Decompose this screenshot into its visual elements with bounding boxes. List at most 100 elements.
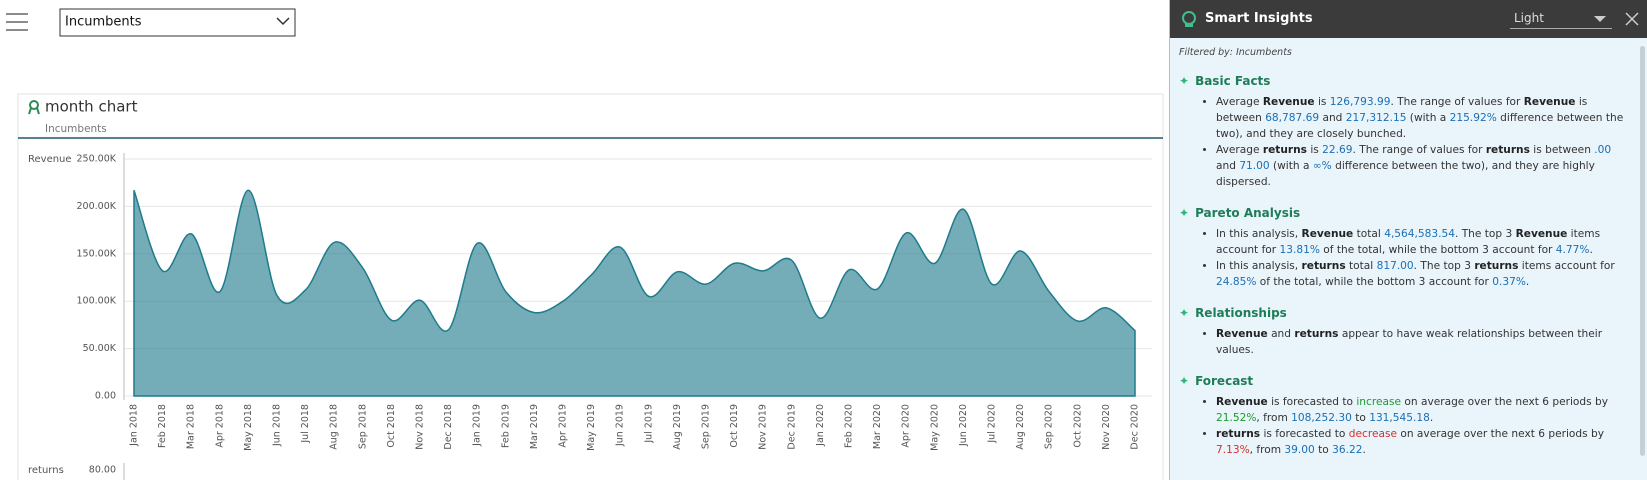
smart-insights-panel: Smart Insights Light Filtered by: Incumb…	[1169, 0, 1647, 480]
panel-icon	[1182, 11, 1196, 27]
dashboard: Incumbents month chart Incumbents Revenu…	[5, 8, 1164, 480]
text-run: 108,252.30	[1291, 412, 1352, 424]
text-run: returns	[1474, 260, 1519, 272]
x-tick-label: May 2019	[586, 404, 597, 451]
text-run: to	[1314, 444, 1333, 456]
text-run: difference between the two), and they ar…	[1216, 160, 1595, 188]
bullet-list: Average Revenue is 126,793.99. The range…	[1170, 94, 1647, 190]
text-run: decrease	[1348, 428, 1397, 440]
text-run: is between	[1216, 96, 1588, 124]
panel-title: Smart Insights	[1205, 11, 1313, 26]
text-run: difference between the two), and they ar…	[1216, 112, 1624, 140]
text-run: Average	[1216, 96, 1263, 108]
insight-bullet: In this analysis, returns total 817.00. …	[1216, 258, 1629, 290]
insight-bullet: Revenue and returns appear to have weak …	[1216, 326, 1629, 358]
section-heading: ✦ Relationships	[1179, 306, 1647, 320]
text-run: In this analysis,	[1216, 228, 1302, 240]
text-run: 0.37%	[1492, 276, 1526, 288]
menu-button[interactable]	[5, 10, 30, 34]
text-run: In this analysis,	[1216, 260, 1302, 272]
text-run: returns	[1294, 328, 1339, 340]
text-run: 68,787.69	[1265, 112, 1320, 124]
text-run: returns	[1485, 144, 1530, 156]
x-tick-label: Jan 2020	[815, 404, 826, 447]
x-tick-label: Oct 2020	[1072, 404, 1083, 448]
star-icon: ✦	[1179, 206, 1190, 220]
heading-text: Pareto Analysis	[1195, 206, 1301, 220]
x-tick-label: May 2018	[243, 404, 254, 451]
text-run: and	[1319, 112, 1346, 124]
text-run: Revenue	[1515, 228, 1568, 240]
scrollbar[interactable]	[1640, 46, 1645, 456]
x-tick-label: Aug 2019	[672, 404, 683, 450]
text-run: 24.85%	[1216, 276, 1257, 288]
text-run: .	[1429, 412, 1434, 424]
y-tick-label: 80.00	[89, 465, 116, 476]
x-tick-label: Mar 2020	[872, 404, 883, 449]
close-button[interactable]	[1625, 12, 1639, 26]
text-run: Revenue	[1216, 396, 1268, 408]
text-run: returns	[1301, 260, 1346, 272]
dropdown-arrow	[1594, 16, 1606, 22]
text-run: on average over the next 6 periods by	[1401, 396, 1608, 408]
y-tick-label: 50.00K	[83, 343, 117, 354]
text-run: , from	[1256, 412, 1292, 424]
text-run: 4.77%	[1555, 244, 1590, 256]
text-run: (with a	[1269, 160, 1313, 172]
text-run: Revenue	[1301, 228, 1354, 240]
x-tick-label: Feb 2019	[500, 404, 511, 448]
text-run: . The range of values for	[1390, 96, 1524, 108]
x-tick-label: Jan 2019	[472, 404, 483, 447]
text-run: 39.00	[1284, 444, 1315, 456]
text-run: , from	[1249, 444, 1285, 456]
text-run: 215.92%	[1449, 112, 1497, 124]
text-run: returns	[1262, 144, 1307, 156]
x-tick-label: Mar 2018	[186, 404, 197, 449]
chart-subtitle: Incumbents	[45, 123, 107, 135]
x-tick-label: Nov 2019	[758, 404, 769, 450]
text-run: and	[1267, 328, 1295, 340]
dropdown-value: Incumbents	[65, 15, 142, 30]
star-icon: ✦	[1179, 306, 1190, 320]
text-run: increase	[1356, 396, 1402, 408]
text-run: 217,312.15	[1345, 112, 1407, 124]
x-tick-label: Dec 2019	[786, 404, 797, 450]
y-tick-label: 200.00K	[77, 201, 117, 212]
text-run: items account for	[1518, 260, 1615, 272]
theme-dropdown[interactable]: Light	[1510, 9, 1612, 29]
text-run: .	[1362, 444, 1366, 456]
text-run: .	[1525, 276, 1530, 288]
bullet-list: In this analysis, Revenue total 4,564,58…	[1170, 226, 1647, 290]
text-run: 22.69	[1322, 144, 1353, 156]
panel-header: Smart Insights Light	[1170, 0, 1647, 38]
text-run: of the total, while the bottom 3 account…	[1256, 276, 1493, 288]
x-tick-label: Oct 2018	[386, 404, 397, 448]
text-run: Revenue	[1523, 96, 1576, 108]
insight-section: ✦ Relationships Revenue and returns appear…	[1170, 306, 1647, 358]
text-run: to	[1351, 412, 1370, 424]
x-tick-label: Nov 2018	[415, 404, 426, 450]
x-tick-label: Feb 2018	[157, 404, 168, 448]
y-tick-label: 0.00	[95, 391, 116, 402]
insight-bullet: returns is forecasted to decrease on ave…	[1216, 426, 1629, 458]
heading-text: Relationships	[1195, 306, 1287, 320]
filter-dropdown[interactable]: Incumbents	[59, 8, 296, 37]
y-tick-label: 150.00K	[77, 248, 117, 259]
insight-bullet: In this analysis, Revenue total 4,564,58…	[1216, 226, 1629, 258]
text-run: Revenue	[1216, 328, 1268, 340]
insight-bullet: Revenue is forecasted to increase on ave…	[1216, 394, 1629, 426]
text-run: is	[1306, 144, 1323, 156]
text-run: . The range of values for	[1352, 144, 1486, 156]
x-tick-label: Jul 2020	[987, 404, 998, 444]
x-tick-label: Nov 2020	[1101, 404, 1112, 450]
x-tick-label: Apr 2019	[558, 404, 569, 448]
star-icon: ✦	[1179, 74, 1190, 88]
x-tick-label: Feb 2020	[844, 404, 855, 448]
insight-section: ✦ Pareto Analysis In this analysis, Revenu…	[1170, 206, 1647, 290]
text-run: 126,793.99	[1329, 96, 1391, 108]
x-tick-label: Jul 2019	[643, 404, 654, 444]
text-run: and	[1216, 160, 1240, 172]
x-tick-label: Sep 2019	[701, 404, 712, 449]
x-tick-label: Mar 2019	[529, 404, 540, 449]
